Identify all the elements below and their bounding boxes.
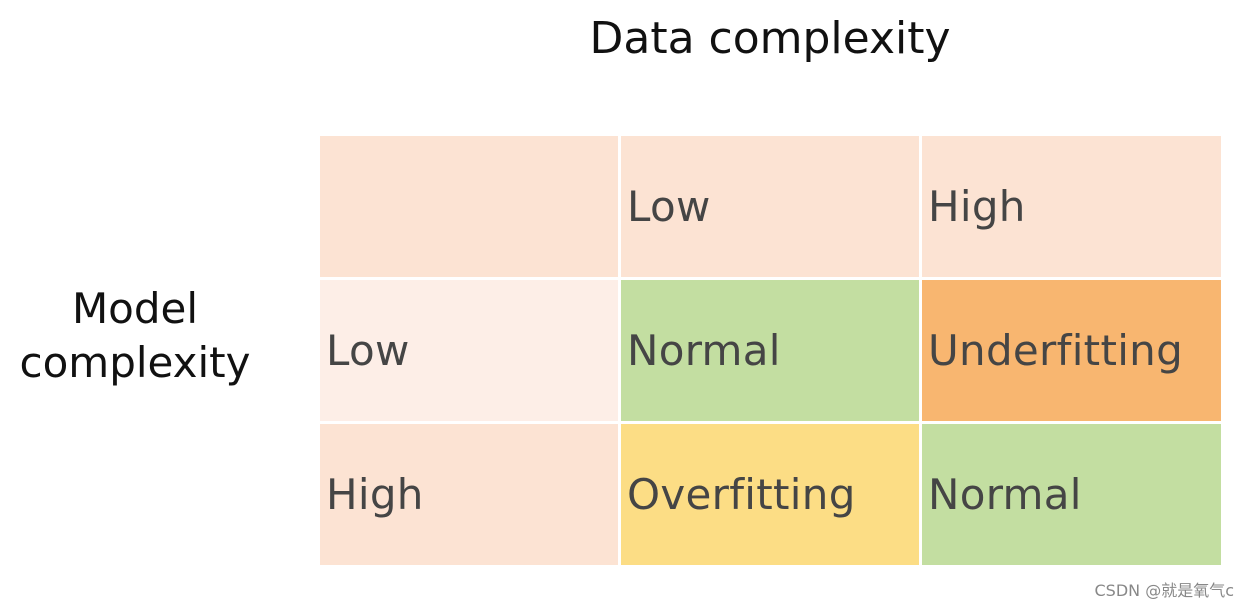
cell-high-model-low-data: Overfitting (621, 424, 919, 565)
row-header-high: High (320, 424, 618, 565)
model-complexity-title: Model complexity (10, 282, 260, 390)
column-header-low: Low (621, 136, 919, 277)
column-header-high: High (922, 136, 1221, 277)
cell-high-model-high-data: Normal (922, 424, 1221, 565)
model-complexity-title-line1: Model (71, 284, 199, 333)
corner-cell (320, 136, 618, 277)
model-complexity-title-line2: complexity (19, 338, 251, 387)
cell-low-model-low-data: Normal (621, 280, 919, 421)
watermark: CSDN @就是氧气c (1094, 581, 1234, 600)
row-header-low: Low (320, 280, 618, 421)
complexity-matrix: Low High Low Normal Underfitting High Ov… (320, 136, 1221, 565)
data-complexity-title: Data complexity (589, 13, 951, 64)
cell-low-model-high-data: Underfitting (922, 280, 1221, 421)
